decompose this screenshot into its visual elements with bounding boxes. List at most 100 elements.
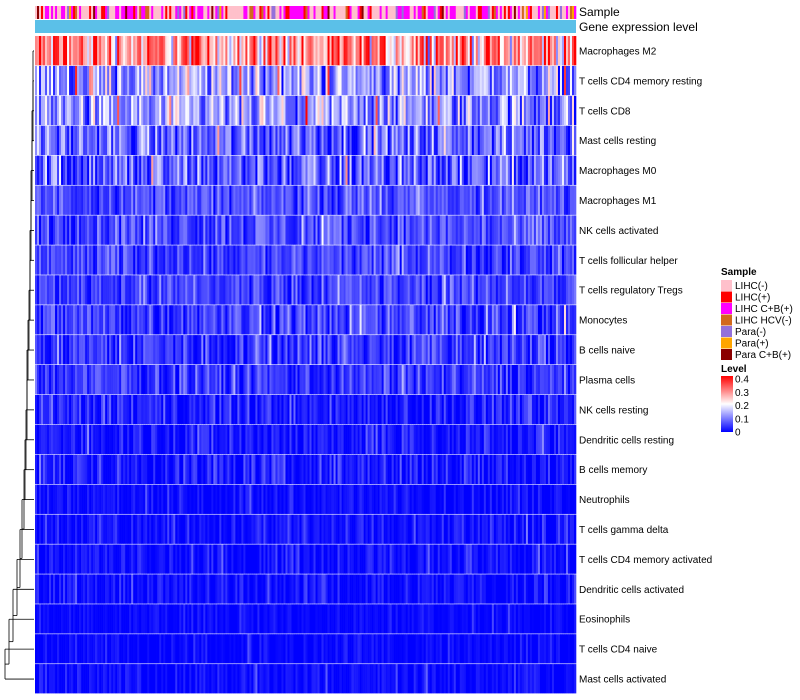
heatmap-cell — [193, 245, 196, 275]
heatmap-cell — [443, 275, 447, 305]
heatmap-cell — [505, 484, 509, 514]
heatmap-cell — [107, 424, 110, 455]
heatmap-cell — [529, 365, 533, 395]
heatmap-cell — [47, 394, 50, 425]
heatmap-cell — [273, 484, 276, 514]
heatmap-cell — [531, 245, 535, 275]
heatmap-cell — [523, 424, 527, 455]
heatmap-cell — [371, 335, 374, 365]
heatmap-cell — [447, 394, 451, 425]
heatmap-cell — [555, 185, 559, 215]
heatmap-cell — [175, 95, 178, 126]
heatmap-cell — [95, 155, 98, 185]
heatmap-cell — [135, 394, 138, 425]
heatmap-cell — [95, 275, 98, 305]
heatmap-cell — [267, 514, 270, 544]
heatmap-cell — [373, 95, 376, 126]
heatmap-cell — [47, 36, 50, 66]
heatmap-cell — [411, 514, 414, 544]
heatmap-cell — [221, 424, 224, 455]
heatmap-cell — [431, 394, 435, 425]
sample-annotation-cell — [197, 6, 200, 19]
heatmap-cell — [525, 215, 529, 245]
heatmap-cell — [213, 394, 216, 425]
heatmap-cell — [139, 484, 142, 514]
heatmap-cell — [543, 335, 547, 365]
heatmap-cell — [457, 155, 461, 185]
heatmap-cell — [563, 245, 567, 275]
heatmap-cell — [339, 424, 342, 455]
heatmap-cell — [415, 155, 418, 185]
heatmap-cell — [263, 36, 266, 66]
heatmap-cell — [299, 335, 302, 365]
heatmap-cell — [143, 65, 146, 96]
heatmap-cell — [139, 36, 142, 66]
heatmap-cell — [353, 484, 356, 514]
heatmap-cell — [419, 514, 423, 544]
heatmap-cell — [459, 394, 463, 425]
heatmap-cell — [275, 36, 278, 66]
sample-annotation-cell — [297, 6, 300, 19]
heatmap-cell — [569, 125, 573, 156]
heatmap-cell — [509, 275, 513, 305]
sample-annotation-cell — [85, 6, 88, 19]
heatmap-cell — [481, 365, 485, 395]
heatmap-cell — [275, 394, 278, 425]
heatmap-cell — [461, 245, 465, 275]
heatmap-cell — [489, 514, 493, 544]
heatmap-cell — [125, 424, 128, 455]
heatmap-cell — [301, 394, 304, 425]
heatmap-cell — [49, 305, 52, 335]
heatmap-cell — [241, 215, 244, 245]
sample-annotation-cell — [489, 6, 493, 19]
heatmap-cell — [341, 424, 344, 455]
heatmap-cell — [497, 335, 501, 365]
heatmap-cell — [393, 275, 396, 305]
heatmap-cell — [399, 484, 402, 514]
heatmap-cell — [559, 245, 563, 275]
heatmap-cell — [513, 514, 517, 544]
heatmap-cell — [559, 185, 563, 215]
heatmap-cell — [473, 424, 477, 455]
heatmap-cell — [271, 185, 274, 215]
heatmap-cell — [73, 245, 76, 275]
heatmap-cell — [235, 185, 238, 215]
heatmap-cell — [247, 245, 250, 275]
heatmap-cell — [139, 155, 142, 185]
heatmap-cell — [365, 155, 368, 185]
heatmap-cell — [121, 65, 124, 96]
heatmap-cell — [261, 155, 264, 185]
heatmap-cell — [133, 65, 136, 96]
heatmap-cell — [574, 215, 577, 245]
heatmap-cell — [197, 36, 200, 66]
heatmap-cell — [101, 305, 104, 335]
heatmap-cell — [467, 484, 471, 514]
heatmap-cell — [365, 65, 368, 96]
heatmap-cell — [337, 394, 340, 425]
heatmap-cell — [493, 484, 497, 514]
heatmap-cell — [369, 125, 372, 156]
heatmap-cell — [515, 484, 519, 514]
heatmap-cell — [481, 275, 485, 305]
sample-annotation-cell — [35, 6, 38, 19]
heatmap-cell — [129, 245, 132, 275]
heatmap-cell — [319, 514, 322, 544]
heatmap-cell — [309, 484, 312, 514]
heatmap-cell — [307, 394, 310, 425]
sample-annotation-cell — [113, 6, 116, 19]
heatmap-cell — [225, 155, 228, 185]
heatmap-cell — [127, 275, 130, 305]
heatmap-cell — [45, 424, 48, 455]
heatmap-cell — [101, 544, 104, 574]
sample-annotation-cell — [121, 6, 124, 19]
sample-annotation-cell — [251, 6, 254, 19]
heatmap-cell — [295, 394, 298, 425]
heatmap-cell — [359, 125, 362, 156]
heatmap-cell — [93, 424, 96, 455]
heatmap-cell — [275, 454, 278, 485]
heatmap-cell — [239, 65, 242, 96]
heatmap-cell — [471, 305, 475, 335]
heatmap-cell — [217, 365, 220, 395]
heatmap-cell — [257, 65, 260, 96]
heatmap-cell — [297, 125, 300, 156]
